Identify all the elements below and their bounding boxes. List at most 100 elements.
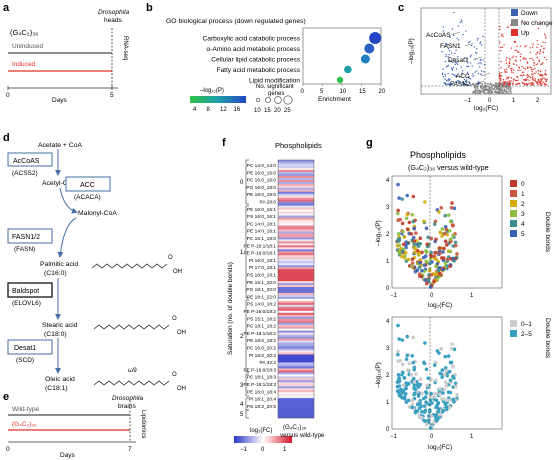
panel-f-heat-row [278, 267, 314, 270]
panel-g-bottom-point [423, 395, 428, 399]
panel-f-heat-row [278, 275, 314, 278]
panel-c-point [512, 69, 515, 71]
panel-c-point [543, 48, 545, 50]
panel-c-point [500, 82, 503, 85]
panel-g-top-point [396, 208, 400, 213]
panel-c-gene-label: FASN1 [440, 43, 461, 50]
panel-f-heat-row [278, 289, 314, 292]
panel-g-top-point [448, 237, 453, 241]
panel-f-heat-row [278, 366, 314, 369]
panel-c-point [473, 46, 476, 48]
panel-c-point [534, 72, 536, 75]
panel-f-heat-row [278, 398, 314, 401]
panel-c-point [522, 75, 524, 77]
panel-c-point [544, 73, 546, 76]
panel-c-point [482, 35, 484, 37]
panel-f-heat-row [278, 219, 314, 222]
panel-c-point [524, 68, 527, 70]
panel-c-point [530, 77, 532, 79]
panel-c-point [451, 28, 454, 30]
panel-c-point [544, 83, 546, 86]
panel-f-heat-row [278, 163, 314, 167]
panel-c-point [537, 73, 539, 75]
panel-f-heat-row [278, 285, 314, 288]
panel-f-heat-row [278, 211, 314, 214]
panel-f-lipid-label: PI 18:1_20:4 [249, 397, 277, 403]
panel-d-human-SCD: (SCD) [16, 357, 34, 364]
panel-g-top-point [425, 242, 429, 247]
panel-g-bottom-point [412, 383, 417, 387]
panel-f-heat-row [278, 298, 314, 302]
panel-c-point [502, 79, 505, 81]
panel-c-point [458, 82, 460, 85]
panel-f-heat-row [278, 342, 314, 345]
panel-c-ylabel: –log₁₀(P) [408, 38, 415, 64]
panel-c-point [525, 58, 527, 60]
panel-d: d Acetate + CoA AcCoAS (ACSS2) Acetyl-Co… [3, 132, 186, 392]
panel-c-point [527, 75, 530, 77]
panel-d-oleic-oh: OH [177, 386, 186, 392]
panel-c-gene-pointer [464, 42, 475, 47]
panel-c-gene-pointer [474, 80, 485, 85]
panel-f-heat-row [278, 225, 314, 228]
panel-e-mutant-label: (G₄C₂)₃₆ [12, 421, 37, 428]
panel-g-bottom-point [430, 401, 434, 405]
panel-d-stearic: Stearic acid [42, 322, 78, 329]
panel-c-point [502, 93, 504, 95]
panel-c-legend: Down No change Up [511, 9, 553, 37]
panel-c-point [530, 82, 532, 84]
panel-c-point [493, 88, 495, 91]
panel-b-color-ticks: 4 8 12 16 [193, 107, 241, 113]
panel-f-lipid-label: PE P-18:1/18:2 [243, 331, 276, 337]
panel-c-point [455, 81, 458, 84]
panel-c-point [516, 76, 519, 78]
panel-f-heat-row [278, 292, 314, 296]
panel-c-point [540, 79, 543, 81]
panel-c-point [510, 47, 513, 49]
panel-c-point [532, 81, 534, 84]
panel-d-enzyme-box-AcCoAS [7, 152, 53, 167]
panel-c-point [491, 90, 493, 92]
panel-d-stearic-chain [93, 324, 170, 330]
panel-g-top-point [448, 264, 452, 269]
panel-f-heat-row [278, 191, 314, 194]
panel-c-point [503, 69, 506, 71]
panel-d-human-ACSS2: (ACSS2) [12, 170, 38, 177]
panel-c-point [496, 93, 498, 95]
panel-f-lipid-label: PG 18:1_20:0 [246, 287, 276, 293]
panel-g-legend-double-bonds: 0 1 2 3 4 5 [510, 180, 525, 238]
panel-f-group-label: 2 [240, 334, 244, 340]
panel-g-bottom-point [410, 398, 415, 403]
panel-g-bottom-point [443, 402, 448, 407]
panel-a-tick-label-0: 0 [6, 92, 10, 99]
panel-c-point [508, 64, 510, 67]
panel-b-xtick-label: 20 [379, 89, 386, 95]
panel-c-point [442, 68, 444, 70]
panel-f-heat-row [278, 177, 314, 181]
panel-g-bottom-point [401, 383, 406, 388]
panel-f-lipid-label: PE P-16:0/18:1 [243, 251, 276, 257]
panel-g-bottom-point [396, 352, 400, 357]
panel-c-point [543, 56, 546, 59]
panel-c-point [532, 83, 535, 85]
panel-g-bottom-point [442, 372, 447, 377]
panel-g-bottom-point [405, 334, 410, 339]
panel-f-heat-row [278, 221, 314, 224]
panel-c-point [500, 78, 502, 80]
panel-f-heat-row [278, 308, 314, 312]
panel-c-point [447, 83, 449, 86]
panel-c-point [513, 63, 515, 66]
panel-g-top-point [453, 243, 458, 248]
panel-c-point [444, 78, 446, 80]
panel-c-point [482, 89, 485, 92]
panel-c-point [498, 28, 501, 30]
panel-f-colorbar [234, 436, 292, 443]
panel-f-heatmap-frame [277, 159, 315, 419]
panel-f-heat-row [278, 253, 314, 256]
panel-g-bottom-point [422, 404, 427, 408]
panel-c-point [469, 56, 472, 58]
panel-g-bottom-point [400, 390, 405, 395]
panel-g-top-point [435, 261, 440, 266]
panel-c-point [539, 74, 541, 76]
